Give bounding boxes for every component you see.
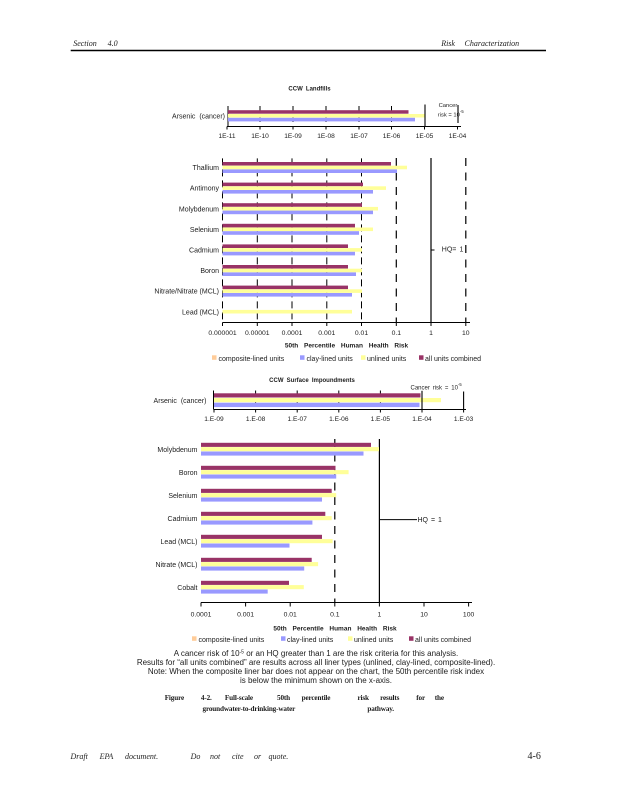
svg-text:pathway.: pathway. [367, 705, 394, 713]
svg-text:CCW Landfills: CCW Landfills [288, 87, 331, 93]
svg-text:0.01: 0.01 [284, 612, 297, 619]
svg-text:50th Percentile Human Health R: 50th Percentile Human Health Risk [285, 343, 409, 350]
svg-text:Thallium: Thallium [193, 165, 220, 172]
svg-text:or: or [254, 752, 262, 761]
svg-text:for: for [416, 694, 426, 702]
svg-text:1E-07: 1E-07 [350, 133, 368, 140]
svg-text:all units combined: all units combined [425, 356, 481, 363]
svg-text:Cadmium: Cadmium [168, 516, 198, 523]
svg-text:1.E-06: 1.E-06 [329, 416, 349, 423]
svg-text:1: 1 [429, 330, 433, 337]
svg-text:100: 100 [463, 612, 475, 619]
svg-text:0.000001: 0.000001 [208, 330, 237, 337]
svg-text:4-2.: 4-2. [201, 694, 212, 702]
svg-text:composite-lined units: composite-lined units [219, 356, 285, 363]
svg-text:0.0001: 0.0001 [282, 330, 303, 337]
svg-text:HQ = 1: HQ = 1 [418, 517, 442, 524]
svg-text:Cadmium: Cadmium [189, 248, 219, 255]
svg-text:1E-06: 1E-06 [383, 133, 401, 140]
svg-text:1.E-04: 1.E-04 [412, 416, 432, 423]
svg-text:Nitrate (MCL): Nitrate (MCL) [155, 562, 197, 569]
svg-text:Section: Section [73, 39, 97, 48]
svg-text:is below the minimum shown on: is below the minimum shown on the x-axis… [240, 676, 392, 685]
svg-text:unlined units: unlined units [367, 356, 407, 363]
svg-text:A cancer risk of 10-5 or an HQ: A cancer risk of 10-5 or an HQ greater t… [174, 649, 459, 658]
svg-text:Full-scale: Full-scale [225, 694, 253, 702]
svg-text:composite-lined units: composite-lined units [199, 637, 265, 644]
svg-text:1E-05: 1E-05 [416, 133, 434, 140]
svg-text:0.001: 0.001 [237, 612, 254, 619]
svg-text:HQ= 1: HQ= 1 [442, 247, 464, 254]
svg-text:Molybdenum: Molybdenum [157, 447, 197, 454]
svg-text:clay-lined units: clay-lined units [307, 356, 354, 363]
svg-text:risk = 10: risk = 10 [438, 113, 460, 119]
svg-text:risk: risk [358, 694, 370, 702]
svg-text:unlined units: unlined units [354, 637, 394, 644]
svg-text:Characterization: Characterization [465, 39, 520, 48]
svg-text:cite: cite [232, 752, 244, 761]
svg-text:Selenium: Selenium [168, 493, 197, 500]
svg-text:1.E-09: 1.E-09 [204, 416, 224, 423]
svg-text:Do: Do [190, 752, 201, 761]
svg-text:1E-09: 1E-09 [284, 133, 302, 140]
svg-text:groundwater-to-drinking-water: groundwater-to-drinking-water [203, 705, 297, 713]
svg-text:Boron: Boron [179, 470, 198, 477]
svg-text:50th: 50th [277, 694, 290, 702]
svg-text:results: results [380, 694, 400, 702]
svg-text:Nitrate/Nitrate (MCL): Nitrate/Nitrate (MCL) [154, 289, 219, 296]
svg-text:0.00001: 0.00001 [245, 330, 270, 337]
svg-text:0.1: 0.1 [392, 330, 402, 337]
svg-text:10: 10 [462, 330, 470, 337]
svg-text:50th Percentile Human Health R: 50th Percentile Human Health Risk [273, 626, 397, 633]
svg-text:Arsenic (cancer): Arsenic (cancer) [172, 114, 225, 121]
svg-text:Lead (MCL): Lead (MCL) [182, 309, 219, 316]
svg-text:Results for “all units combine: Results for “all units combined” are res… [137, 658, 495, 667]
svg-text:Cobalt: Cobalt [177, 585, 197, 592]
svg-text:Lead (MCL): Lead (MCL) [161, 539, 198, 546]
svg-text:0.1: 0.1 [330, 612, 340, 619]
svg-text:Cancer: Cancer [439, 103, 458, 109]
svg-text:-5: -5 [458, 382, 462, 387]
svg-text:CCW Surface Impoundments: CCW Surface Impoundments [269, 378, 355, 384]
svg-text:all units combined: all units combined [415, 637, 471, 644]
svg-text:1E-04: 1E-04 [449, 133, 467, 140]
svg-text:1E-08: 1E-08 [317, 133, 335, 140]
svg-text:1E-10: 1E-10 [251, 133, 269, 140]
svg-text:Arsenic (cancer): Arsenic (cancer) [154, 398, 207, 405]
svg-text:Selenium: Selenium [190, 227, 219, 234]
svg-text:1.E-08: 1.E-08 [246, 416, 266, 423]
svg-text:1.E-07: 1.E-07 [287, 416, 307, 423]
svg-text:Boron: Boron [200, 268, 219, 275]
svg-text:Risk: Risk [440, 39, 455, 48]
svg-text:document.: document. [125, 752, 158, 761]
svg-text:clay-lined units: clay-lined units [287, 637, 334, 644]
svg-text:10: 10 [420, 612, 428, 619]
svg-text:not: not [210, 752, 221, 761]
svg-text:1: 1 [378, 612, 382, 619]
svg-text:Molybdenum: Molybdenum [179, 206, 219, 213]
svg-text:Note: When the composite liner: Note: When the composite liner bar does … [148, 667, 484, 676]
svg-text:Cancer risk = 10: Cancer risk = 10 [411, 386, 459, 392]
svg-text:0.0001: 0.0001 [191, 612, 212, 619]
svg-text:EPA: EPA [99, 752, 114, 761]
svg-text:Antimony: Antimony [190, 186, 220, 193]
svg-text:1.E-03: 1.E-03 [454, 416, 474, 423]
svg-text:1E-11: 1E-11 [218, 133, 235, 140]
svg-text:quote.: quote. [269, 752, 289, 761]
svg-text:1.E-05: 1.E-05 [371, 416, 391, 423]
svg-text:4.0: 4.0 [108, 39, 118, 48]
svg-text:0.01: 0.01 [355, 330, 368, 337]
svg-text:Draft: Draft [70, 752, 89, 761]
svg-text:4-6: 4-6 [528, 751, 541, 762]
svg-text:Figure: Figure [165, 694, 184, 702]
svg-text:the: the [435, 694, 444, 702]
svg-text:0.001: 0.001 [318, 330, 335, 337]
svg-text:percentile: percentile [302, 694, 331, 702]
svg-text:-5: -5 [460, 109, 464, 114]
